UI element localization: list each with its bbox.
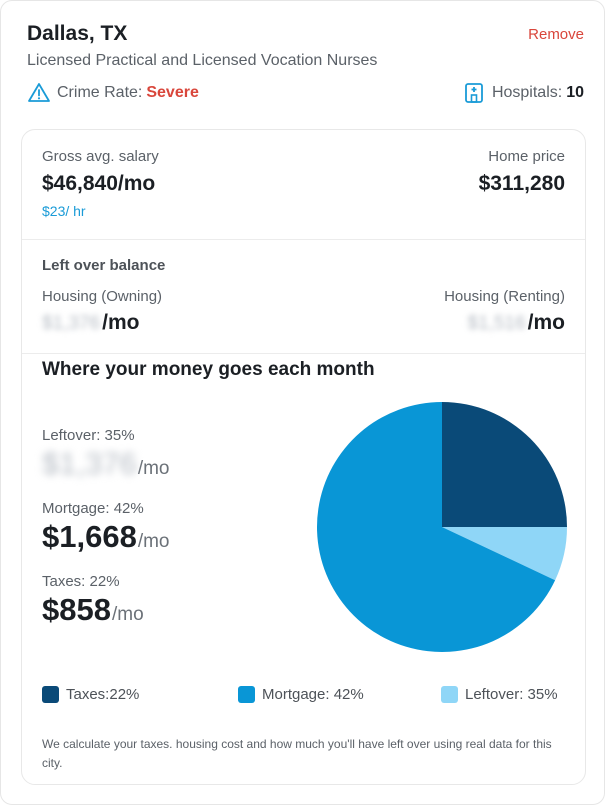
chart-legend: Taxes:22% Mortgage: 42% Leftover: 35% [22, 686, 585, 706]
remove-button[interactable]: Remove [528, 26, 584, 43]
legend-mortgage-swatch [238, 686, 255, 703]
housing-renting-suffix: /mo [527, 311, 565, 334]
housing-renting-hidden-amount: $1,516 [467, 313, 526, 334]
crime-rate-label: Crime Rate: [57, 84, 143, 101]
legend-mortgage-label: Mortgage: 42% [262, 686, 364, 703]
leftover-hidden-amount: $1,376 [42, 446, 137, 481]
legend-taxes-swatch [42, 686, 59, 703]
city-title: Dallas, TX [27, 22, 128, 45]
mortgage-breakdown-label: Mortgage: 42% [42, 500, 144, 517]
legend-leftover: Leftover: 35% [441, 686, 558, 703]
taxes-amount: $858 [42, 592, 111, 627]
gross-salary-label: Gross avg. salary [42, 148, 159, 165]
crime-rate-value: Severe [146, 84, 199, 101]
housing-owning-label: Housing (Owning) [42, 288, 163, 305]
footer-note: We calculate your taxes. housing cost an… [42, 737, 552, 770]
mortgage-breakdown: Mortgage: 42% $1,668 /mo [42, 500, 170, 555]
housing-renting-label: Housing (Renting) [444, 288, 565, 305]
taxes-per-month: /mo [111, 604, 144, 625]
legend-mortgage: Mortgage: 42% [238, 686, 364, 703]
taxes-breakdown: Taxes: 22% $858 /mo [42, 573, 144, 628]
mortgage-breakdown-amount: $1,668 /mo [42, 519, 170, 555]
hospitals-label: Hospitals: [491, 84, 563, 101]
crime-rate: Crime Rate: Severe [27, 81, 199, 105]
gross-salary-value: $46,840/mo [42, 172, 156, 195]
housing-owning-suffix: /mo [102, 311, 140, 334]
home-price-value: $311,280 [478, 172, 565, 195]
legend-taxes-label: Taxes:22% [66, 686, 140, 703]
occupation-label: Licensed Practical and Licensed Vocation… [27, 52, 378, 69]
warning-icon [28, 83, 50, 102]
hospital-icon [465, 83, 483, 103]
pie-slice-mortgage [317, 402, 556, 652]
details-panel: Gross avg. salary $46,840/mo $23/ hr Hom… [21, 129, 586, 785]
taxes-breakdown-label: Taxes: 22% [42, 573, 120, 590]
home-price-label: Home price [488, 148, 565, 165]
housing-renting-value: $1,516 /mo [468, 311, 565, 335]
leftover-balance-section: Left over balance Housing (Owning) $1,37… [22, 240, 585, 354]
leftover-breakdown: Leftover: 35% $1,376 /mo [42, 427, 170, 482]
hospitals-value: 10 [566, 84, 584, 101]
leftover-balance-title: Left over balance [42, 257, 166, 274]
leftover-per-month: /mo [137, 458, 170, 479]
leftover-breakdown-label: Leftover: 35% [42, 427, 135, 444]
legend-taxes: Taxes:22% [42, 686, 139, 703]
taxes-breakdown-amount: $858 /mo [42, 592, 144, 628]
legend-leftover-label: Leftover: 35% [465, 686, 558, 703]
breakdown-title: Where your money goes each month [42, 359, 375, 380]
pie-slice-taxes [442, 402, 567, 527]
housing-owning-hidden-amount: $1,376 [42, 313, 101, 334]
legend-leftover-swatch [441, 686, 458, 703]
hospitals-count: Hospitals: 10 [462, 81, 584, 105]
salary-section: Gross avg. salary $46,840/mo $23/ hr Hom… [22, 130, 585, 240]
pie-slice-leftover [442, 527, 567, 581]
mortgage-amount: $1,668 [42, 519, 137, 554]
mortgage-per-month: /mo [137, 531, 170, 552]
leftover-breakdown-amount: $1,376 /mo [42, 446, 170, 482]
spending-pie-chart [317, 402, 567, 652]
housing-owning-value: $1,376 /mo [42, 311, 139, 335]
hourly-rate: $23/ hr [42, 203, 86, 219]
